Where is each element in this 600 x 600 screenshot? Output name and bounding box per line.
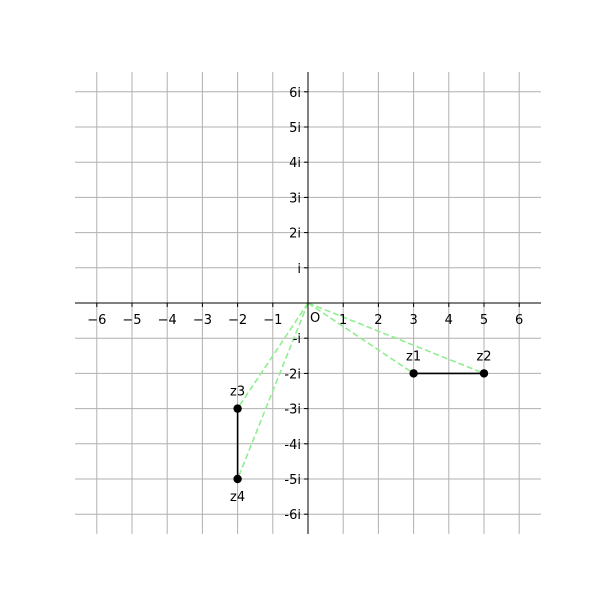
- x-tick-label: −6: [87, 313, 106, 328]
- point-labels: z1 z2 z3 z4: [230, 349, 492, 505]
- x-tick-label: −2: [228, 313, 247, 328]
- x-tick-label: −1: [263, 313, 282, 328]
- y-tick-label: -i: [293, 332, 301, 347]
- axes: [75, 72, 541, 534]
- y-tick-label: -6i: [284, 508, 301, 523]
- point-label: z3: [230, 385, 245, 400]
- x-tick-label: 2: [374, 313, 382, 328]
- origin-ray: [236, 302, 309, 480]
- point-label: z4: [230, 490, 245, 505]
- x-tick-label: 1: [339, 313, 347, 328]
- x-tick-label: −3: [193, 313, 212, 328]
- point-segments: [236, 372, 484, 479]
- y-tick-label: 5i: [289, 121, 301, 136]
- y-tick-label: 6i: [289, 86, 301, 101]
- y-tick-label: 2i: [289, 227, 301, 242]
- y-tick-label: -2i: [284, 367, 301, 382]
- x-tick-label: 3: [409, 313, 417, 328]
- data-point: [233, 404, 242, 413]
- x-tick-label: −4: [158, 313, 177, 328]
- y-tick-label: -4i: [284, 438, 301, 453]
- x-tick-label: −5: [122, 313, 141, 328]
- data-point: [479, 369, 489, 378]
- data-point: [233, 474, 242, 484]
- origin-label: O: [310, 311, 320, 326]
- x-tick-label: 5: [480, 313, 488, 328]
- x-tick-label: 6: [515, 313, 523, 328]
- origin-rays: [236, 302, 485, 480]
- point-label: z2: [476, 349, 491, 364]
- origin-ray: [307, 302, 485, 375]
- y-tick-label: 3i: [289, 191, 301, 206]
- origin-ray: [307, 302, 415, 375]
- origin-ray: [236, 302, 309, 410]
- y-tick-labels: 6i 5i 4i 3i 2i i -i -2i -3i -4i -5i -6i: [284, 86, 301, 523]
- point-label: z1: [406, 349, 421, 364]
- y-tick-label: i: [297, 262, 301, 277]
- points: [233, 369, 489, 484]
- x-tick-label: 4: [445, 313, 453, 328]
- x-tick-labels: −6 −5 −4 −3 −2 −1 1 2 3 4 5 6 O: [87, 311, 523, 328]
- y-tick-label: -5i: [284, 473, 301, 488]
- y-tick-label: -3i: [284, 403, 301, 418]
- y-tick-label: 4i: [289, 156, 301, 171]
- data-point: [409, 369, 418, 378]
